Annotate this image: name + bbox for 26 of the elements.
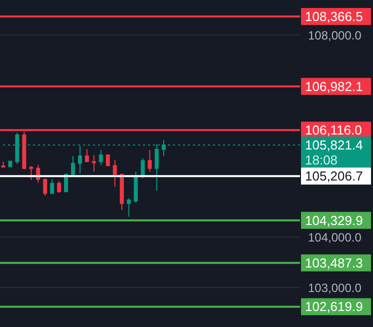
ref-line-label: 108,366.5 — [305, 8, 363, 24]
ref-line-label: 106,982.1 — [305, 78, 363, 94]
ref-line-label: 105,206.7 — [305, 168, 363, 184]
candlestick — [140, 158, 145, 179]
ref-line-label: 104,329.9 — [305, 212, 363, 228]
candlestick — [112, 159, 117, 188]
candlestick — [126, 198, 131, 218]
candlestick — [71, 156, 76, 178]
ref-line-label: 105,821.4 — [305, 138, 363, 153]
y-tick-label: 103,000.0 — [308, 280, 362, 295]
candlestick — [148, 149, 152, 172]
ref-line-label: 106,116.0 — [305, 122, 362, 138]
y-tick-label: 104,000.0 — [308, 230, 362, 244]
candlestick — [29, 166, 34, 180]
candlestick — [84, 148, 89, 162]
y-tick-label: 108,000.0 — [308, 28, 362, 42]
candlestick — [64, 174, 68, 192]
candlestick — [50, 178, 54, 194]
candlestick — [92, 154, 96, 172]
candlestick — [98, 149, 103, 166]
candlestick — [106, 154, 110, 166]
ref-line-label: 103,487.3 — [305, 255, 363, 270]
candlestick — [57, 180, 62, 194]
candlestick — [43, 178, 48, 196]
text: 18:08 — [305, 152, 338, 168]
ref-line-label: 102,619.9 — [305, 299, 363, 314]
